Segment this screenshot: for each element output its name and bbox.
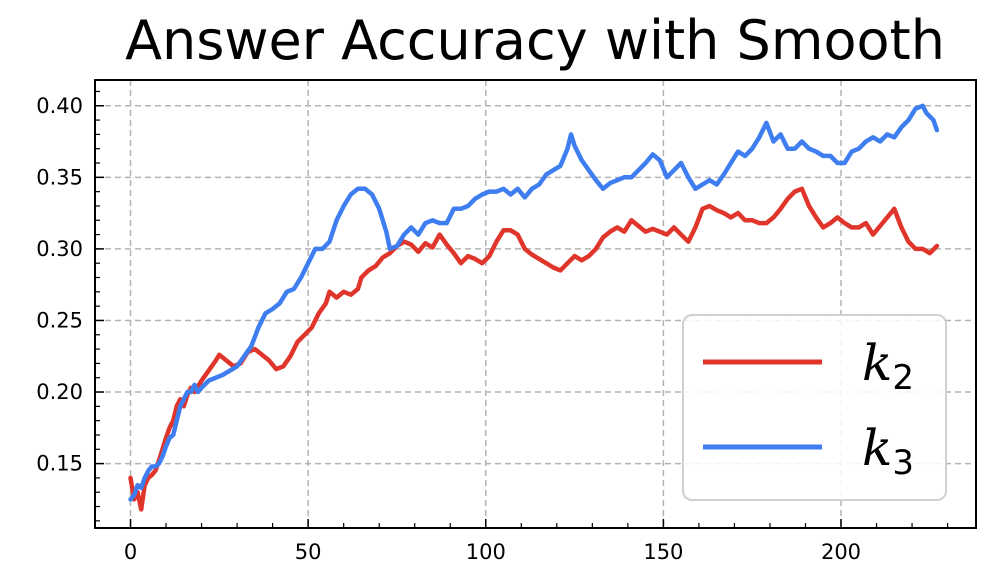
x-tick-label: 200 <box>821 540 861 564</box>
x-tick-label: 50 <box>295 540 322 564</box>
legend-label-k3: k3 <box>862 419 914 483</box>
series-line-k3 <box>128 103 940 502</box>
x-tick-label: 0 <box>124 540 137 564</box>
y-tick-label: 0.40 <box>36 94 83 118</box>
y-tick-label: 0.35 <box>36 165 83 189</box>
y-tick-label: 0.30 <box>36 237 83 261</box>
plot-frame <box>94 79 977 529</box>
y-tick-label: 0.15 <box>36 452 83 476</box>
series-line-k2 <box>128 186 940 512</box>
axis-ticks: 0 50 100 150 200 0.15 0.20 0.25 0.30 0.35 0.40 <box>36 90 949 564</box>
chart-title: Answer Accuracy with Smooth <box>125 9 945 72</box>
y-tick-label: 0.25 <box>36 308 83 332</box>
x-tick-label: 150 <box>643 540 683 564</box>
series-lines <box>128 103 940 512</box>
x-tick-label: 100 <box>466 540 506 564</box>
y-tick-label: 0.20 <box>36 380 83 404</box>
legend-label-k2: k2 <box>862 334 914 398</box>
